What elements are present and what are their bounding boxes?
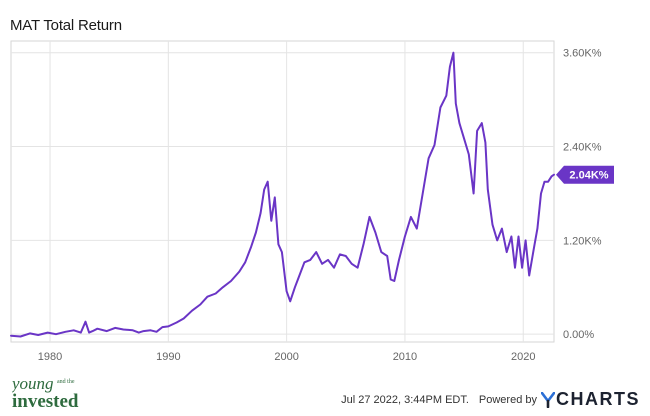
x-tick-label: 2020: [511, 351, 535, 363]
brand-logo-line2: invested: [12, 391, 79, 411]
last-value-badge: [556, 165, 614, 184]
x-tick-label: 2010: [393, 351, 417, 363]
young-and-the-invested-logo: young and the invested: [10, 373, 102, 412]
x-axis-ticks: 1980 1990 2000 2010 2020: [38, 351, 536, 363]
chart-title: MAT Total Return: [10, 17, 122, 34]
plot-area-border: [10, 40, 555, 343]
last-value-badge-group: 2.04K%: [556, 165, 614, 184]
y-tick-label: 0.00%: [563, 329, 594, 341]
y-tick-label: 2.40K%: [563, 142, 602, 154]
y-tick-label: 1.20K%: [563, 235, 602, 247]
y-axis-ticks: 0.00% 1.20K% 2.40K% 3.60K%: [563, 48, 602, 341]
ycharts-logo[interactable]: CHARTS: [541, 389, 640, 410]
brand-logo-small: and the: [57, 379, 75, 385]
ycharts-wordmark: CHARTS: [556, 389, 640, 409]
y-tick-label: 3.60K%: [563, 48, 602, 60]
x-tick-label: 1990: [156, 351, 180, 363]
brand-logo-line1: young: [12, 374, 54, 393]
timestamp: Jul 27 2022, 3:44PM EDT.: [341, 393, 469, 406]
last-value-label: 2.04K%: [569, 170, 608, 182]
powered-by-label: Powered by: [478, 393, 537, 406]
x-tick-label: 1980: [38, 351, 62, 363]
series-line-mat-total-return: [10, 51, 555, 338]
x-tick-label: 2000: [274, 351, 298, 363]
ycharts-y-icon: [541, 391, 555, 408]
series-layer: [10, 51, 555, 338]
chart-footer: Jul 27 2022, 3:44PM EDT. Powered by CHAR…: [341, 389, 640, 410]
